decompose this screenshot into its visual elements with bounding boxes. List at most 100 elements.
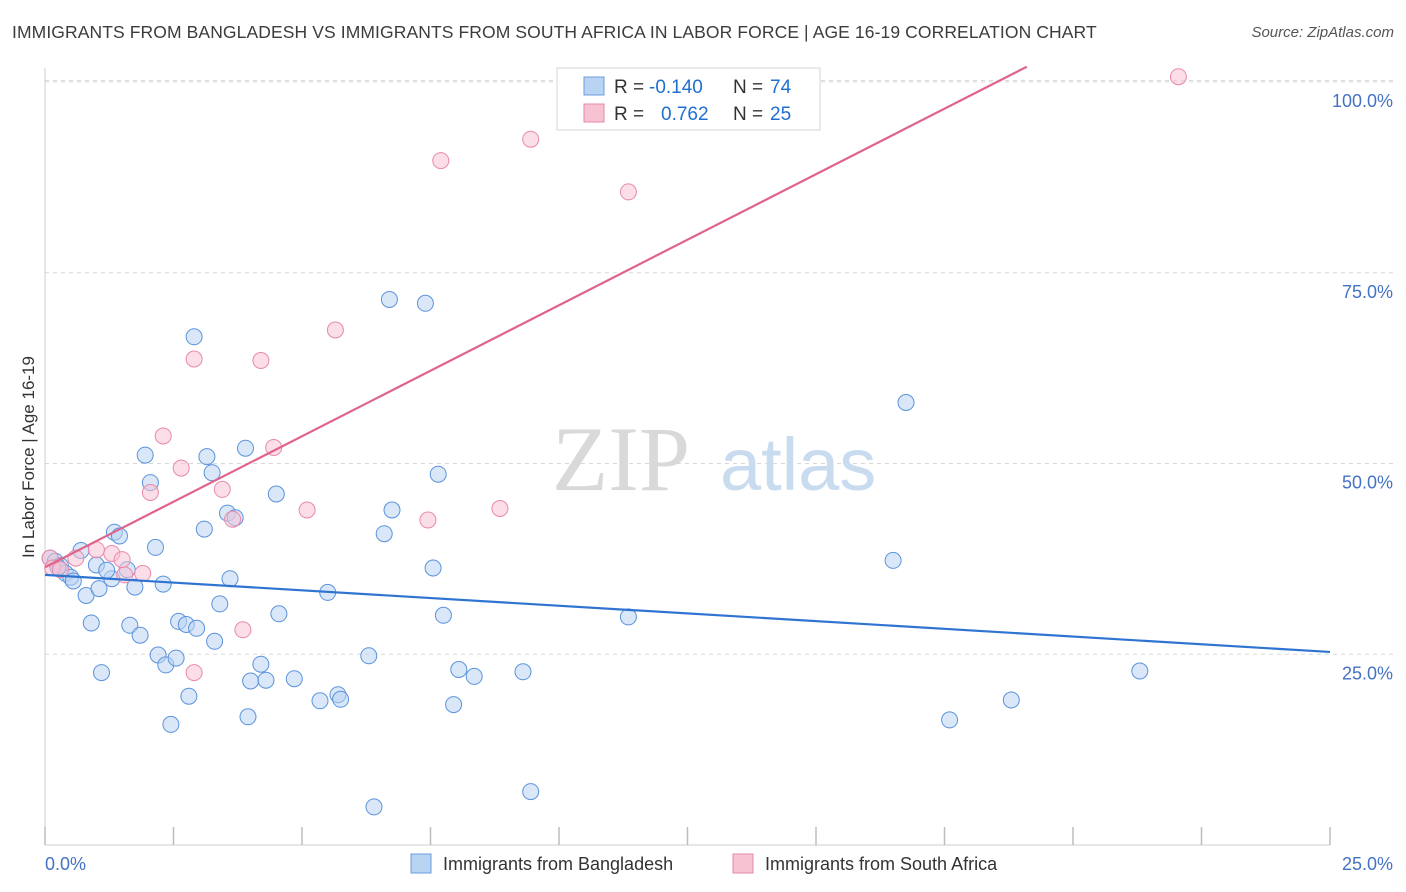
bangladesh-point-69 bbox=[1131, 662, 1149, 680]
south-africa-point-21 bbox=[419, 511, 437, 529]
bangladesh-point-49 bbox=[332, 690, 350, 708]
bangladesh-point-9 bbox=[90, 580, 108, 598]
south-africa-point-11 bbox=[172, 459, 190, 477]
bangladesh-point-63 bbox=[522, 783, 540, 801]
bottom-legend: Immigrants from Bangladesh Immigrants fr… bbox=[410, 853, 998, 874]
y-tick-label-75: 75.0% bbox=[1342, 282, 1393, 302]
bangladesh-point-58 bbox=[434, 606, 452, 624]
south-africa-point-10 bbox=[154, 427, 172, 445]
bangladesh-point-16 bbox=[126, 578, 144, 596]
south-africa-point-25 bbox=[619, 183, 637, 201]
legend-n-label-pink: N = bbox=[733, 104, 763, 125]
x-tick-labels: 0.0% 25.0% bbox=[45, 854, 1393, 874]
south-africa-point-23 bbox=[491, 500, 509, 517]
bangladesh-point-33 bbox=[206, 632, 224, 650]
bangladesh-point-30 bbox=[195, 520, 213, 538]
bangladesh-point-38 bbox=[237, 439, 254, 457]
south-africa-point-8 bbox=[134, 564, 152, 582]
chart-source: Source: ZipAtlas.com bbox=[1251, 24, 1394, 41]
bangladesh-point-66 bbox=[897, 394, 915, 411]
legend-n-value-pink: 25 bbox=[770, 104, 791, 125]
bangladesh-point-53 bbox=[380, 291, 398, 308]
bangladesh-point-27 bbox=[180, 687, 198, 705]
bangladesh-point-18 bbox=[136, 446, 154, 464]
bangladesh-point-7 bbox=[82, 614, 100, 632]
south-africa-point-26 bbox=[1169, 68, 1187, 86]
bangladesh-trend-line bbox=[44, 573, 1331, 654]
bangladesh-point-68 bbox=[1002, 691, 1020, 709]
bangladesh-point-40 bbox=[242, 672, 260, 690]
bangladesh-point-60 bbox=[450, 661, 468, 678]
bangladesh-point-29 bbox=[188, 619, 206, 637]
bangladesh-point-23 bbox=[162, 715, 180, 733]
y-tick-labels: 100.0% 75.0% 50.0% 25.0% bbox=[1332, 91, 1393, 683]
bangladesh-point-15 bbox=[121, 616, 139, 634]
bottom-legend-label-blue: Immigrants from Bangladesh bbox=[443, 854, 673, 874]
bangladesh-point-62 bbox=[514, 663, 532, 681]
bangladesh-point-54 bbox=[383, 501, 401, 519]
bangladesh-point-45 bbox=[285, 670, 303, 688]
x-tick-label-max: 25.0% bbox=[1342, 854, 1393, 874]
watermark: ZIP atlas bbox=[552, 408, 876, 510]
legend-n-value-blue: 74 bbox=[770, 77, 792, 98]
south-africa-point-24 bbox=[522, 130, 540, 148]
chart-title: IMMIGRANTS FROM BANGLADESH VS IMMIGRANTS… bbox=[12, 22, 1097, 42]
x-tick-marks bbox=[44, 827, 1331, 845]
bangladesh-point-34 bbox=[211, 595, 229, 613]
bangladesh-point-57 bbox=[429, 465, 447, 483]
legend-swatch-blue bbox=[583, 76, 605, 96]
south-africa-point-7 bbox=[113, 551, 131, 569]
x-tick-label-min: 0.0% bbox=[45, 854, 86, 874]
top-legend: R = -0.140 N = 74 R = 0.762 N = 25 bbox=[556, 67, 821, 131]
y-tick-label-25: 25.0% bbox=[1342, 663, 1393, 683]
south-africa-trend-line bbox=[44, 65, 1028, 569]
bangladesh-point-50 bbox=[360, 647, 378, 665]
bangladesh-point-44 bbox=[270, 605, 288, 623]
legend-r-value-blue: -0.140 bbox=[649, 77, 703, 98]
bangladesh-point-41 bbox=[252, 655, 270, 673]
bottom-legend-label-pink: Immigrants from South Africa bbox=[765, 854, 998, 874]
bottom-legend-swatch-blue bbox=[410, 853, 432, 874]
legend-r-label-pink: R = bbox=[614, 104, 644, 125]
legend-r-label-blue: R = bbox=[614, 77, 644, 98]
y-axis-label: In Labor Force | Age 16-19 bbox=[19, 356, 38, 558]
south-africa-point-15 bbox=[224, 510, 242, 528]
watermark-atlas: atlas bbox=[720, 423, 876, 506]
legend-n-label-blue: N = bbox=[733, 77, 763, 98]
south-africa-point-19 bbox=[298, 501, 316, 519]
bangladesh-point-17 bbox=[131, 626, 149, 644]
bangladesh-point-32 bbox=[203, 464, 221, 482]
bangladesh-point-51 bbox=[365, 798, 383, 816]
y-tick-label-100: 100.0% bbox=[1332, 91, 1393, 111]
south-africa-point-16 bbox=[234, 621, 252, 639]
bottom-legend-swatch-pink bbox=[732, 853, 754, 874]
bangladesh-point-39 bbox=[239, 708, 257, 726]
bangladesh-point-61 bbox=[465, 667, 483, 685]
south-africa-point-17 bbox=[252, 352, 270, 369]
bangladesh-point-24 bbox=[167, 649, 185, 667]
south-africa-point-2 bbox=[51, 561, 69, 579]
bangladesh-point-46 bbox=[311, 692, 329, 710]
bangladesh-point-42 bbox=[257, 671, 275, 689]
legend-swatch-pink bbox=[583, 103, 605, 123]
bangladesh-point-36 bbox=[221, 570, 239, 588]
bangladesh-point-20 bbox=[147, 538, 164, 556]
legend-r-value-pink: 0.762 bbox=[661, 104, 709, 125]
bangladesh-point-28 bbox=[185, 328, 203, 346]
south-africa-point-9 bbox=[141, 484, 159, 501]
bangladesh-point-43 bbox=[267, 485, 285, 503]
south-africa-point-12 bbox=[185, 350, 203, 368]
bangladesh-point-67 bbox=[941, 711, 959, 729]
south-africa-point-22 bbox=[432, 152, 450, 170]
trend-lines bbox=[44, 65, 1331, 654]
bangladesh-point-72 bbox=[154, 575, 172, 593]
gridlines bbox=[45, 79, 1393, 655]
south-africa-point-14 bbox=[213, 480, 231, 498]
y-tick-label-50: 50.0% bbox=[1342, 473, 1393, 493]
south-africa-point-20 bbox=[326, 321, 344, 339]
bangladesh-point-71 bbox=[98, 561, 116, 579]
watermark-zip: ZIP bbox=[552, 408, 690, 510]
bangladesh-point-10 bbox=[93, 664, 110, 682]
south-africa-point-13 bbox=[185, 664, 203, 682]
